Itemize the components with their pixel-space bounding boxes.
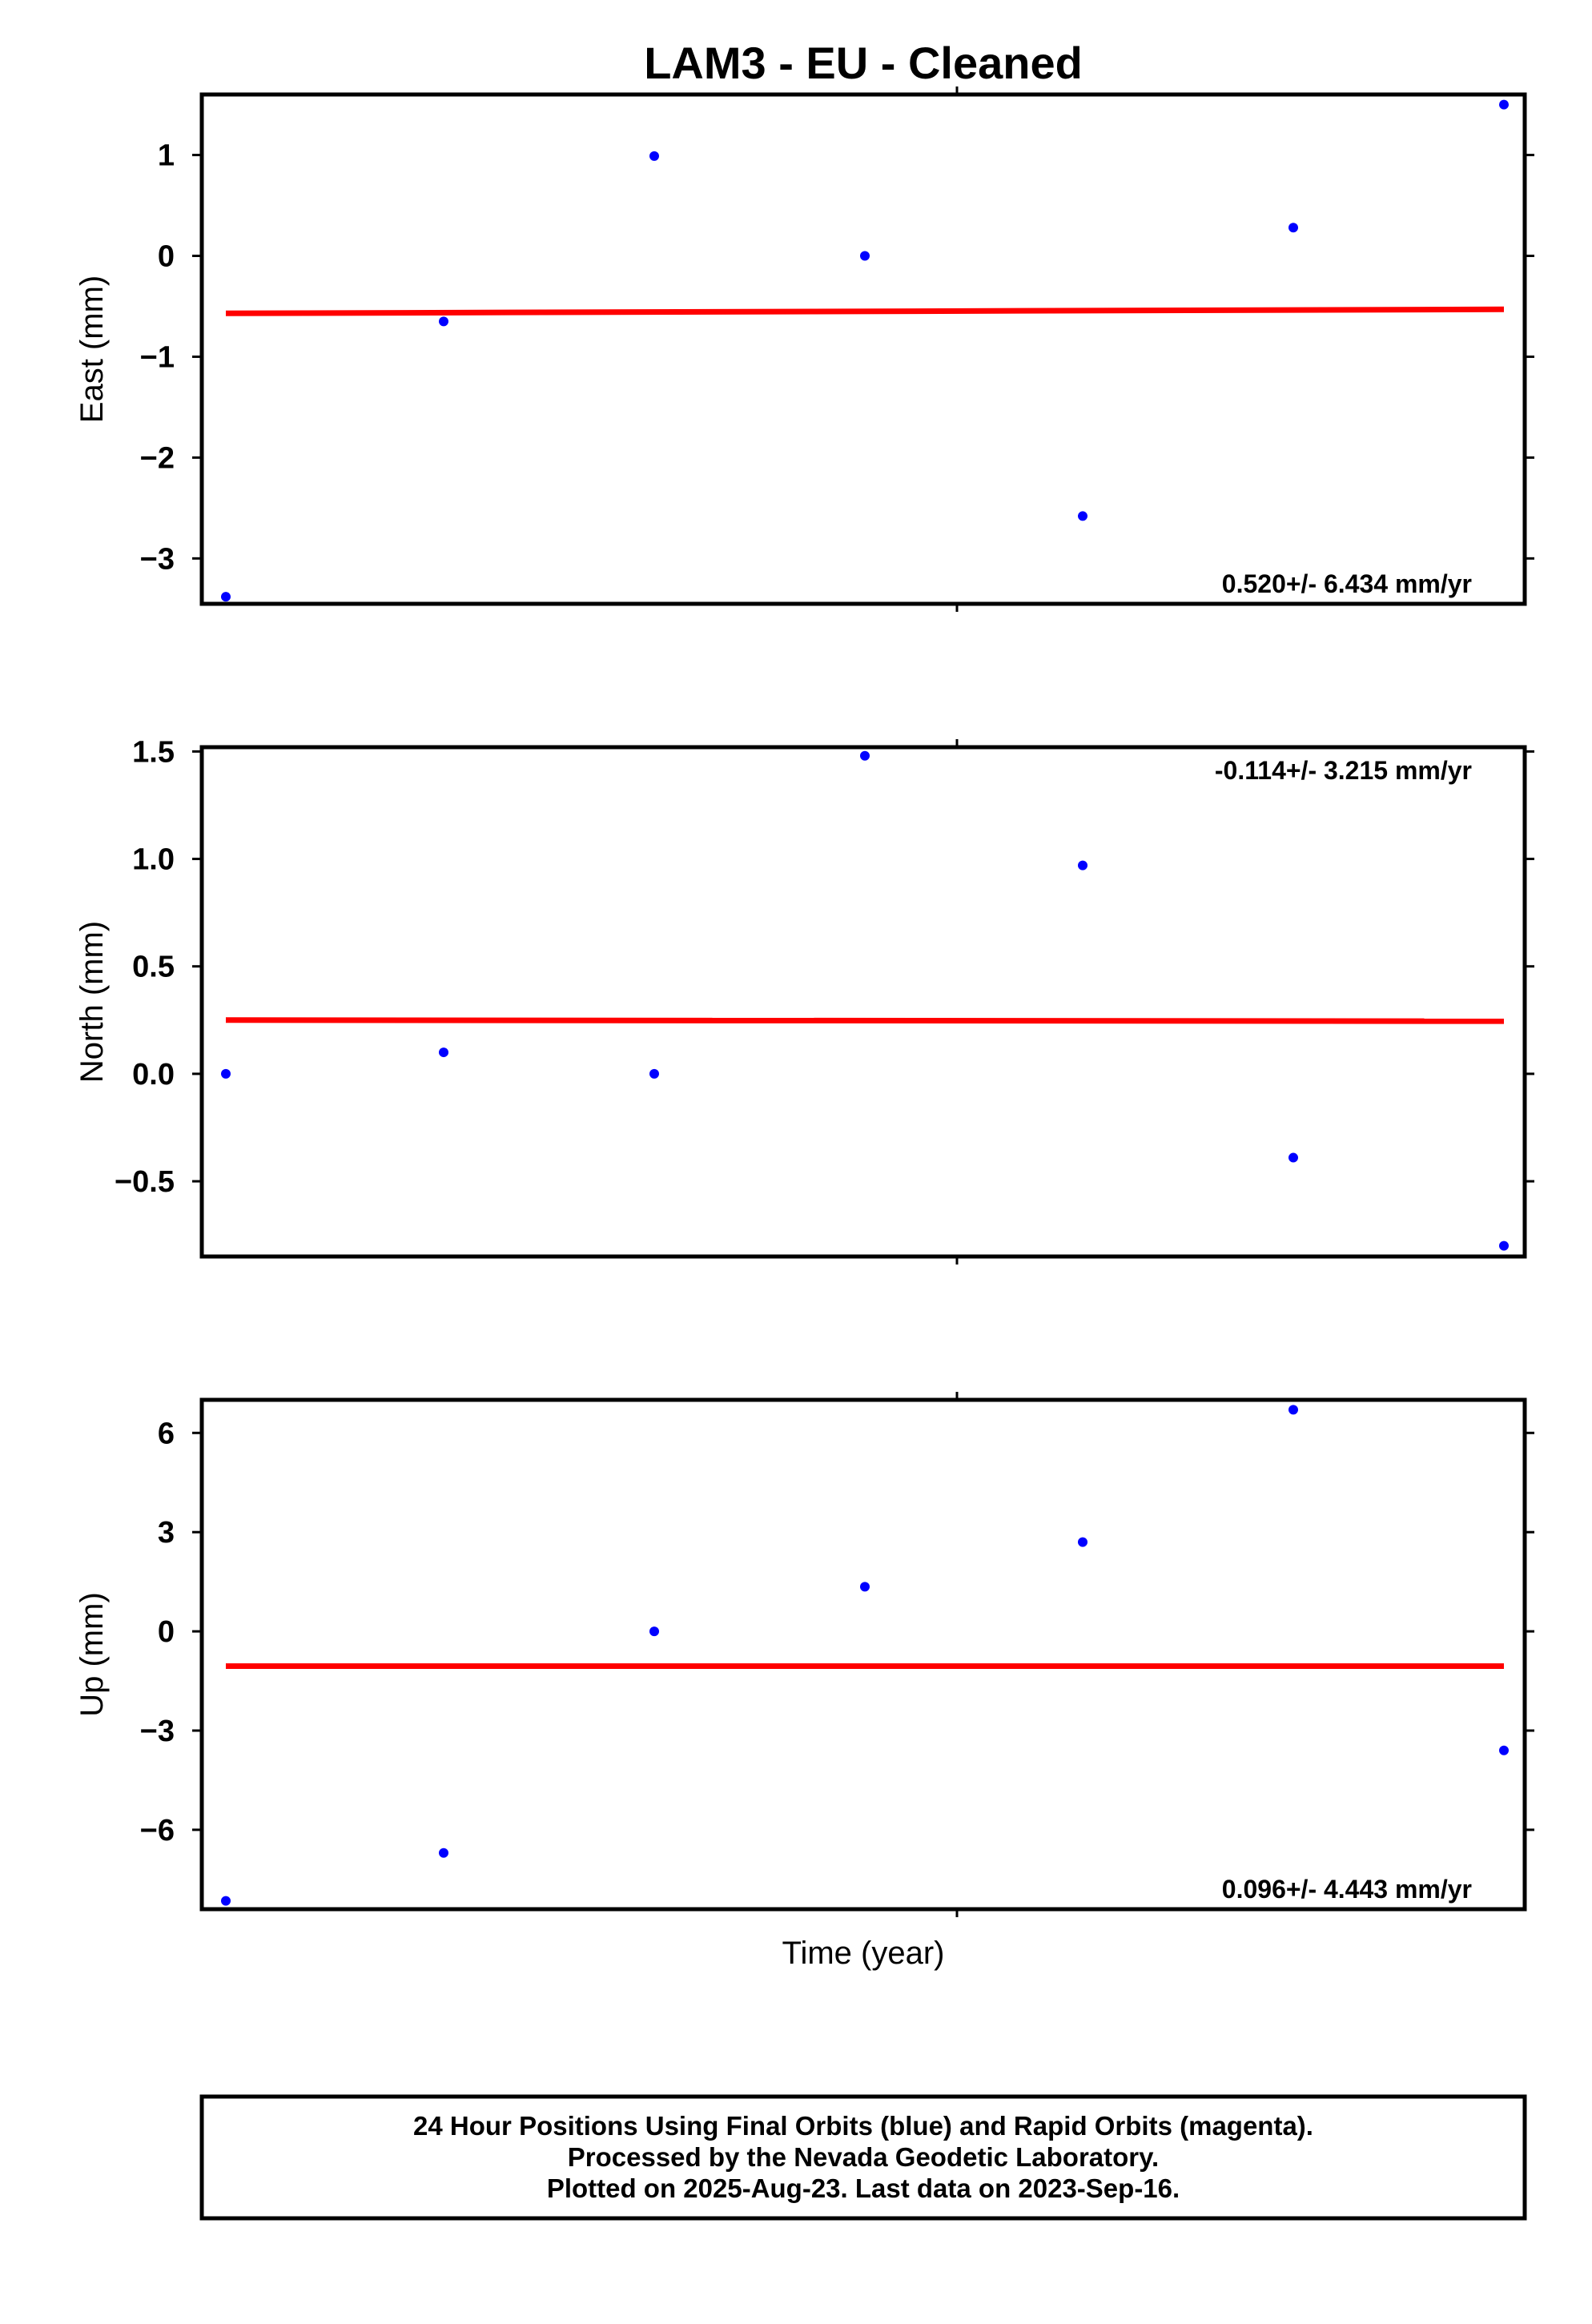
panel-north: −0.5 0.0 0.5 1.0 1.5 North (mm) -0.114+/- 3.21… (74, 735, 1534, 1265)
y-axis-label: North (mm) (74, 921, 110, 1083)
footer-box (199, 2094, 1527, 2221)
rate-label: 0.520+/- 6.434 mm/yr (1222, 569, 1472, 598)
y-tick-label: 1.0 (132, 843, 175, 877)
y-axis-label: East (mm) (74, 275, 110, 423)
footer-line-2: Processed by the Nevada Geodetic Laborat… (568, 2142, 1159, 2172)
data-point (1499, 1745, 1509, 1755)
chart-title: LAM3 - EU - Cleaned (644, 38, 1083, 88)
y-tick-label: 6 (158, 1417, 175, 1450)
data-point (221, 1896, 231, 1906)
trend-line (225, 1017, 1505, 1024)
data-point (860, 1582, 870, 1592)
y-tick-label: 3 (158, 1516, 175, 1550)
footer-line-3: Plotted on 2025-Aug-23. Last data on 202… (547, 2173, 1180, 2203)
y-tick-label: −0.5 (115, 1165, 175, 1199)
x-axis-label: Time (year) (782, 1936, 945, 1971)
data-point (1288, 223, 1298, 233)
panel-frame (199, 745, 1527, 1259)
data-point (1499, 1240, 1509, 1251)
panel-up: −6 −3 0 3 6 Up (mm) 0.096+/- 4.443 mm/yr (74, 1392, 1534, 1917)
data-point (1499, 99, 1509, 110)
data-point (1078, 860, 1087, 870)
data-point (649, 1626, 659, 1637)
footer-line-1: 24 Hour Positions Using Final Orbits (bl… (413, 2111, 1313, 2141)
panel-frame (199, 92, 1527, 606)
panels: −3 −2 −1 0 1 East (mm) 0.520+/- 6.434 mm/yr −0.… (74, 86, 1534, 1917)
data-point (860, 750, 870, 761)
y-tick-label: −6 (140, 1814, 175, 1848)
data-point (439, 316, 448, 327)
data-point (1288, 1152, 1298, 1163)
y-tick-label: 1.5 (132, 735, 175, 769)
data-point (1288, 1405, 1298, 1415)
y-tick-label: 1 (158, 139, 175, 173)
y-tick-label: −3 (140, 542, 175, 576)
y-tick-label: −1 (140, 340, 175, 374)
data-point (221, 1068, 231, 1079)
data-point (649, 151, 659, 161)
y-axis-label: Up (mm) (74, 1592, 110, 1717)
y-tick-label: 0 (158, 240, 175, 274)
data-point (1078, 1537, 1087, 1547)
rate-label: 0.096+/- 4.443 mm/yr (1222, 1875, 1472, 1904)
panel-east: −3 −2 −1 0 1 East (mm) 0.520+/- 6.434 mm/yr (74, 86, 1534, 612)
y-tick-label: −3 (140, 1715, 175, 1748)
y-tick-label: 0.0 (132, 1058, 175, 1092)
panel-frame (199, 1397, 1527, 1912)
data-point (649, 1068, 659, 1079)
y-tick-label: 0 (158, 1615, 175, 1649)
data-point (860, 251, 870, 261)
data-point (221, 592, 231, 602)
y-tick-label: 0.5 (132, 951, 175, 984)
y-tick-label: −2 (140, 441, 175, 475)
data-point (439, 1848, 448, 1858)
data-point (1078, 511, 1087, 521)
trend-line (225, 306, 1505, 316)
data-point (439, 1047, 448, 1058)
rate-label: -0.114+/- 3.215 mm/yr (1215, 756, 1472, 785)
